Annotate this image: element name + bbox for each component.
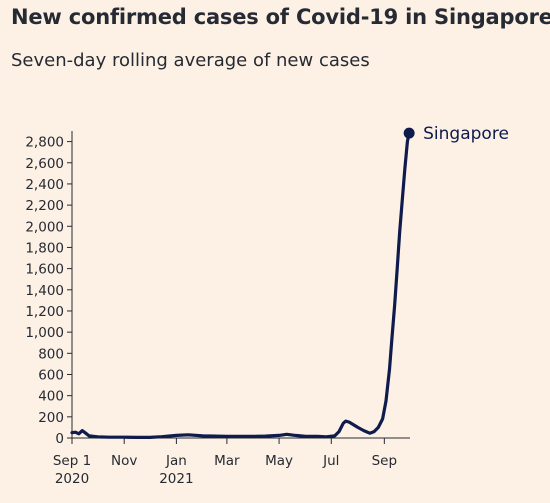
y-tick-label: 600	[38, 367, 64, 383]
y-tick-label: 1,200	[25, 304, 64, 320]
y-tick-label: 200	[38, 410, 64, 426]
y-tick-label: 0	[55, 431, 64, 447]
chart-title: New confirmed cases of Covid-19 in Singa…	[11, 5, 550, 29]
y-tick-label: 1,600	[25, 262, 64, 278]
chart-subtitle: Seven-day rolling average of new cases	[11, 50, 370, 71]
y-tick-label: 2,800	[25, 135, 64, 151]
y-tick-label: 400	[38, 389, 64, 405]
x-tick-sublabel: 2021	[159, 471, 193, 487]
y-tick-label: 800	[38, 346, 64, 362]
x-tick-label: Jul	[322, 453, 339, 469]
series-end-point	[403, 127, 415, 139]
series-label: Singapore	[423, 124, 509, 144]
x-axis-ticks: Sep 1 2020 Nov Jan 2021 Mar May Jul Sep	[53, 438, 397, 487]
y-tick-label: 1,000	[25, 325, 64, 341]
x-tick-label: Nov	[111, 453, 137, 469]
x-tick-label: Sep	[372, 453, 397, 469]
x-tick-label: Sep 1	[53, 453, 91, 469]
y-tick-label: 2,400	[25, 177, 64, 193]
y-tick-label: 2,000	[25, 219, 64, 235]
x-tick-label: Jan	[165, 453, 187, 469]
series-line-singapore	[70, 131, 411, 439]
y-tick-label: 1,400	[25, 283, 64, 299]
y-tick-label: 1,800	[25, 240, 64, 256]
y-tick-label: 2,600	[25, 156, 64, 172]
x-tick-sublabel: 2020	[55, 471, 89, 487]
y-axis-ticks: 0 200 400 600 800 1,000 1,200 1,400 1,600 1,800 2,…	[25, 131, 73, 447]
y-tick-label: 2,200	[25, 198, 64, 214]
x-tick-label: Mar	[214, 453, 240, 469]
x-tick-label: May	[265, 453, 293, 469]
series-group: Singapore	[70, 124, 509, 439]
